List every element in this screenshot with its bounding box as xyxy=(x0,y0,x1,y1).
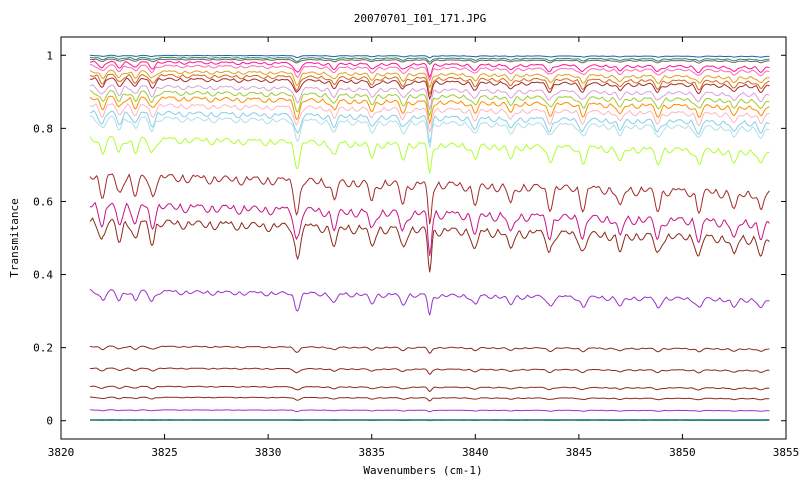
x-tick-label: 3825 xyxy=(151,446,178,459)
spectrum-series-line xyxy=(89,409,770,413)
spectrum-series-line xyxy=(89,385,770,393)
spectrum-series-line xyxy=(89,63,770,82)
y-tick-label: 0.2 xyxy=(33,342,53,355)
spectrum-series-line xyxy=(89,135,770,174)
spectrum-series-line xyxy=(89,54,770,59)
spectrum-series-line xyxy=(89,345,770,354)
spectrum-series-line xyxy=(89,201,770,256)
spectrum-series-line xyxy=(89,103,770,133)
y-tick-label: 0 xyxy=(46,415,53,428)
spectrum-series-line xyxy=(89,77,770,101)
y-tick-label: 1 xyxy=(46,49,53,62)
spectrum-series-line xyxy=(89,89,770,117)
spectrum-series-line xyxy=(89,95,770,125)
spectrum-series-line xyxy=(89,115,770,148)
x-tick-label: 3855 xyxy=(773,446,800,459)
spectrum-series-line xyxy=(89,173,770,225)
x-tick-label: 3835 xyxy=(358,446,385,459)
spectrum-series-line xyxy=(89,58,770,65)
y-tick-label: 0.6 xyxy=(33,195,53,208)
y-axis-title: Transmitance xyxy=(8,198,21,277)
series-group xyxy=(89,54,770,422)
x-tick-label: 3820 xyxy=(48,446,75,459)
spectrum-series-line xyxy=(89,73,770,96)
spectrum-series-line xyxy=(89,288,770,316)
x-tick-label: 3840 xyxy=(462,446,489,459)
spectrum-series-line xyxy=(89,367,770,376)
x-tick-label: 3830 xyxy=(255,446,282,459)
x-tick-label: 3850 xyxy=(669,446,696,459)
spectrum-series-line xyxy=(89,396,770,402)
y-tick-label: 0.4 xyxy=(33,269,53,282)
y-tick-label: 0.8 xyxy=(33,122,53,135)
x-axis-title: Wavenumbers (cm-1) xyxy=(363,464,482,477)
spectrum-series-line xyxy=(89,60,770,79)
spectrum-series-line xyxy=(89,109,770,144)
chart-title: 20070701_I01_171.JPG xyxy=(354,12,486,25)
x-tick-label: 3845 xyxy=(566,446,593,459)
spectrum-series-line xyxy=(89,83,770,111)
spectrum-series-line xyxy=(89,56,770,63)
spectrum-series-line xyxy=(89,69,770,89)
spectrum-series-line xyxy=(89,217,770,273)
axis-ticks: 3820 3825 3830 3835 3840 3845 3850 3855 0 0.2 0.4 0… xyxy=(33,37,799,459)
plot-area xyxy=(60,36,787,440)
